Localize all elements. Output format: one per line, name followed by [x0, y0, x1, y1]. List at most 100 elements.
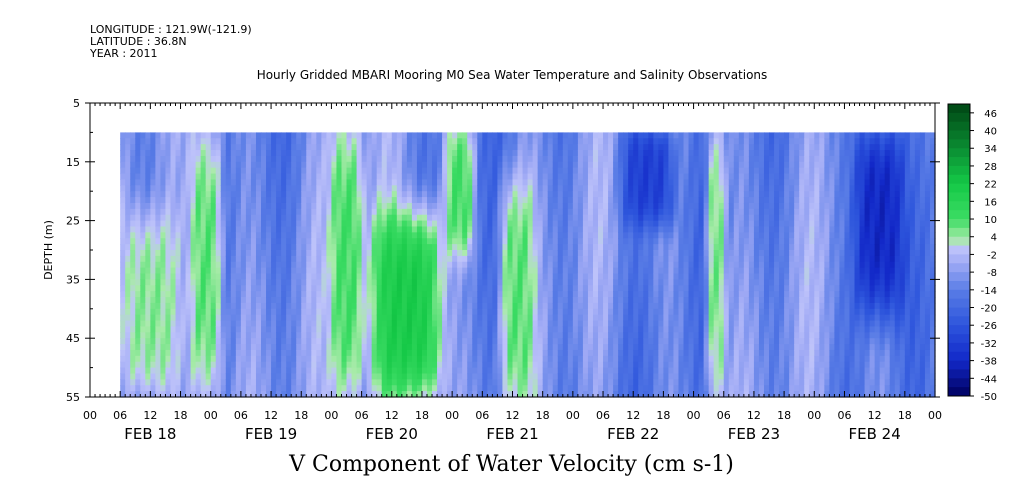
- heatmap-cell: [210, 302, 217, 310]
- heatmap-cell: [271, 285, 277, 292]
- heatmap-cell: [261, 261, 267, 269]
- heatmap-cell: [442, 367, 448, 375]
- heatmap-cell: [261, 220, 267, 228]
- heatmap-cell: [391, 155, 398, 163]
- heatmap-cell: [442, 144, 448, 151]
- heatmap-cell: [462, 391, 468, 398]
- heatmap-cell: [587, 373, 594, 380]
- heatmap-cell: [638, 214, 644, 222]
- heatmap-cell: [341, 349, 348, 357]
- heatmap-cell: [140, 150, 146, 157]
- heatmap-cell: [653, 202, 659, 210]
- heatmap-cell: [396, 361, 403, 369]
- heatmap-cell: [467, 208, 473, 216]
- heatmap-cell: [577, 367, 584, 375]
- heatmap-cell: [552, 367, 559, 375]
- heatmap-cell: [653, 385, 659, 392]
- heatmap-cell: [371, 361, 378, 369]
- heatmap-cell: [356, 320, 363, 328]
- heatmap-cell: [668, 349, 675, 357]
- heatmap-cell: [230, 232, 237, 239]
- heatmap-cell: [296, 238, 302, 245]
- heatmap-cell: [391, 308, 398, 316]
- heatmap-cell: [421, 344, 428, 351]
- heatmap-cell: [120, 138, 126, 145]
- heatmap-cell: [185, 320, 192, 328]
- heatmap-cell: [547, 385, 554, 392]
- heatmap-cell: [608, 285, 614, 292]
- heatmap-cell: [532, 144, 539, 151]
- heatmap-cell: [572, 297, 579, 304]
- heatmap-cell: [587, 367, 594, 375]
- heatmap-cell: [396, 308, 403, 316]
- heatmap-cell: [557, 326, 564, 333]
- heatmap-cell: [361, 208, 368, 216]
- heatmap-cell: [467, 349, 473, 357]
- heatmap-cell: [432, 367, 438, 375]
- heatmap-cell: [281, 185, 287, 192]
- heatmap-cell: [507, 150, 514, 157]
- heatmap-cell: [552, 344, 559, 351]
- heatmap-cell: [658, 220, 664, 228]
- heatmap-cell: [517, 244, 524, 251]
- heatmap-cell: [316, 232, 322, 239]
- heatmap-cell: [150, 291, 156, 298]
- heatmap-cell: [195, 167, 202, 175]
- heatmap-cell: [537, 385, 544, 392]
- heatmap-cell: [613, 232, 619, 239]
- heatmap-cell: [165, 302, 172, 310]
- heatmap-cell: [391, 391, 398, 398]
- heatmap-cell: [552, 385, 559, 392]
- heatmap-cell: [215, 226, 222, 233]
- heatmap-cell: [341, 232, 348, 239]
- heatmap-cell: [225, 379, 232, 386]
- heatmap-cell: [532, 220, 539, 228]
- heatmap-cell: [281, 297, 287, 304]
- heatmap-cell: [648, 344, 654, 351]
- heatmap-cell: [276, 373, 282, 380]
- heatmap-cell: [552, 138, 559, 145]
- heatmap-cell: [125, 161, 131, 169]
- heatmap-cell: [507, 214, 514, 222]
- heatmap-cell: [296, 361, 302, 369]
- heatmap-cell: [210, 208, 217, 216]
- heatmap-cell: [331, 214, 338, 222]
- heatmap-cell: [643, 314, 649, 322]
- heatmap-cell: [250, 238, 257, 245]
- heatmap-cell: [215, 261, 222, 269]
- heatmap-cell: [467, 361, 473, 369]
- heatmap-cell: [618, 255, 624, 263]
- heatmap-cell: [502, 332, 509, 339]
- heatmap-cell: [673, 373, 680, 380]
- heatmap-cell: [512, 238, 519, 245]
- heatmap-cell: [255, 285, 262, 292]
- heatmap-cell: [598, 291, 604, 298]
- heatmap-cell: [658, 261, 664, 269]
- heatmap-cell: [562, 385, 569, 392]
- heatmap-cell: [245, 297, 252, 304]
- heatmap-cell: [366, 161, 373, 169]
- heatmap-cell: [316, 344, 322, 351]
- heatmap-cell: [185, 197, 192, 204]
- heatmap-cell: [301, 285, 307, 292]
- heatmap-cell: [426, 338, 433, 345]
- heatmap-cell: [547, 361, 554, 369]
- heatmap-cell: [482, 379, 488, 386]
- heatmap-cell: [411, 302, 418, 310]
- heatmap-cell: [205, 185, 212, 192]
- heatmap-cell: [577, 361, 584, 369]
- heatmap-cell: [371, 132, 378, 139]
- heatmap-cell: [668, 179, 675, 186]
- heatmap-cell: [497, 250, 504, 257]
- heatmap-cell: [341, 338, 348, 345]
- heatmap-cell: [271, 391, 277, 398]
- heatmap-cell: [517, 250, 524, 257]
- heatmap-cell: [542, 185, 549, 192]
- heatmap-cell: [381, 167, 388, 175]
- heatmap-cell: [376, 191, 383, 198]
- heatmap-cell: [442, 250, 448, 257]
- heatmap-cell: [411, 255, 418, 263]
- heatmap-cell: [381, 238, 388, 245]
- heatmap-cell: [301, 338, 307, 345]
- heatmap-cell: [567, 244, 574, 251]
